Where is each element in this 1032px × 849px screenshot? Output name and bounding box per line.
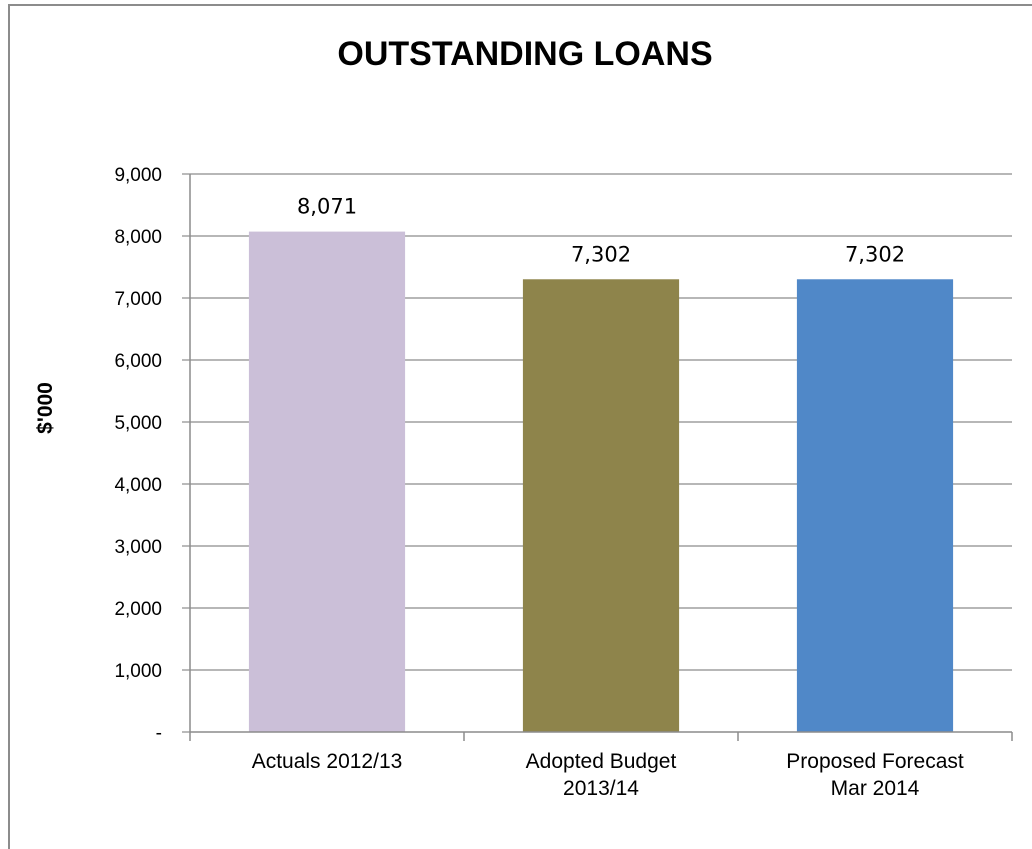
y-tick-label-7: 7,000 — [114, 289, 162, 310]
y-tick-label-5: 5,000 — [114, 413, 162, 434]
y-tick-label-6: 6,000 — [114, 351, 162, 372]
y-tick-labels: - 1,000 2,000 3,000 4,000 5,000 6,000 7,000 8,00… — [114, 165, 162, 744]
x-tick-label-2-0: Proposed Forecast — [786, 750, 964, 773]
y-tick-label-9: 9,000 — [114, 165, 162, 186]
x-tick-label-1-0: Adopted Budget — [526, 750, 677, 773]
axes — [189, 174, 1013, 741]
y-tick-label-4: 4,000 — [114, 475, 162, 496]
bars — [248, 231, 954, 732]
bar-2 — [796, 279, 954, 732]
x-tick-label-1-1: 2013/14 — [563, 777, 639, 800]
y-tick-label-3: 3,000 — [114, 537, 162, 558]
y-tick-label-0: - — [156, 723, 162, 744]
y-tick-label-8: 8,000 — [114, 227, 162, 248]
y-tick-label-2: 2,000 — [114, 599, 162, 620]
data-labels: 8,071 7,302 7,302 — [297, 195, 905, 267]
data-label-2: 7,302 — [845, 242, 905, 266]
chart-title: OUTSTANDING LOANS — [337, 35, 712, 73]
y-axis-label: $'000 — [34, 382, 57, 434]
x-tick-labels: Actuals 2012/13 Adopted Budget 2013/14 Prop… — [252, 750, 964, 800]
y-tick-label-1: 1,000 — [114, 661, 162, 682]
x-tick-label-2-1: Mar 2014 — [831, 777, 920, 800]
bar-0 — [248, 231, 406, 732]
chart-frame — [8, 4, 1032, 849]
x-tick-label-0-0: Actuals 2012/13 — [252, 750, 403, 773]
data-label-0: 8,071 — [297, 195, 357, 219]
bar-1 — [522, 279, 680, 732]
data-label-1: 7,302 — [571, 242, 631, 266]
